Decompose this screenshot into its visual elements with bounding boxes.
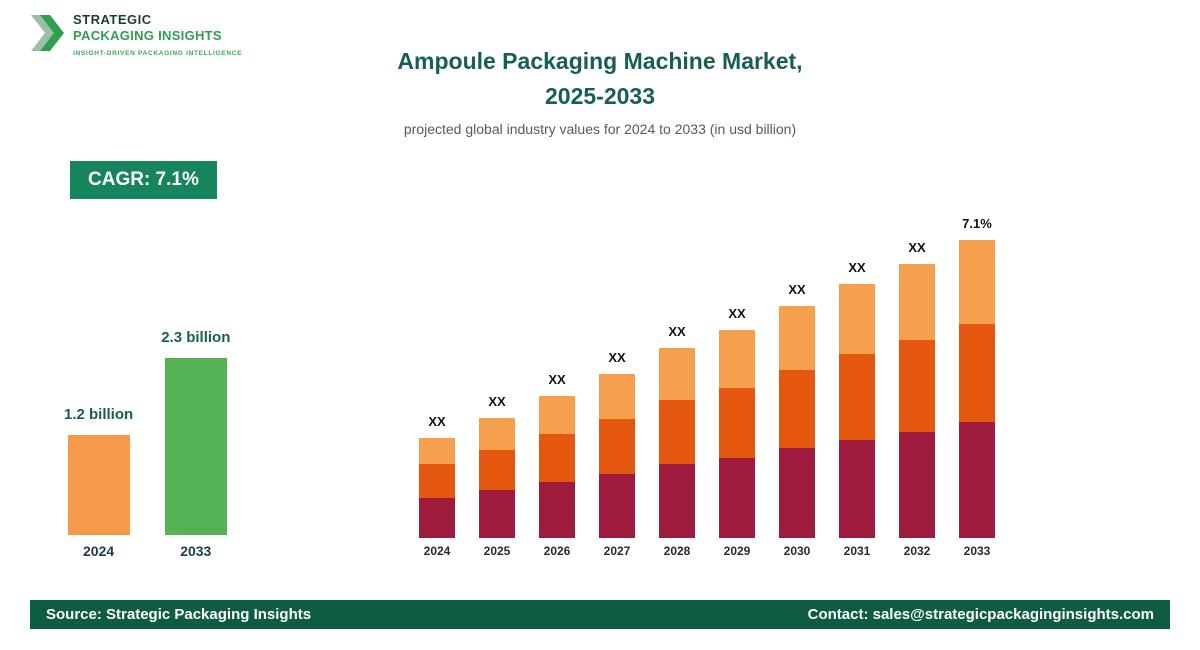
stacked-bar-2032: XX 2032 — [899, 240, 935, 558]
segment-top — [419, 438, 455, 464]
bar-stack — [839, 284, 875, 538]
segment-bottom — [599, 474, 635, 538]
segment-bottom — [899, 432, 935, 538]
bar-year-label: 2030 — [783, 544, 811, 558]
segment-middle — [839, 354, 875, 440]
segment-middle — [719, 388, 755, 458]
stacked-bar-chart: XX 2024 XX 2025 XX 2026 XX 2027 XX 2028 XX 2029 XX 20… — [419, 216, 995, 558]
bar-year-label: 2026 — [543, 544, 571, 558]
segment-middle — [779, 370, 815, 448]
stacked-bar-2024: XX 2024 — [419, 414, 455, 558]
growth-bar — [67, 435, 130, 535]
segment-bottom — [659, 464, 695, 538]
growth-bar-value-label: 1.2 billion — [64, 406, 134, 423]
segment-bottom — [419, 498, 455, 538]
logo-name-line1: STRATEGIC — [73, 12, 152, 27]
segment-top — [719, 330, 755, 388]
bar-year-label: 2032 — [903, 544, 931, 558]
company-logo-text: STRATEGIC PACKAGING INSIGHTS INSIGHT-DRI… — [73, 12, 242, 57]
segment-middle — [479, 450, 515, 490]
growth-bar-year-label: 2033 — [180, 543, 212, 559]
segment-top — [479, 418, 515, 450]
bar-value-label: XX — [788, 282, 806, 297]
bar-stack — [659, 348, 695, 538]
bar-stack — [599, 374, 635, 538]
segment-top — [779, 306, 815, 370]
stacked-bar-2029: XX 2029 — [719, 306, 755, 558]
growth-bar — [164, 358, 227, 535]
page-subtitle: projected global industry values for 202… — [403, 121, 797, 137]
segment-middle — [959, 324, 995, 422]
stacked-bar-2028: XX 2028 — [659, 324, 695, 558]
bar-value-label: XX — [668, 324, 686, 339]
segment-middle — [539, 434, 575, 482]
bar-value-label: XX — [488, 394, 506, 409]
segment-middle — [659, 400, 695, 464]
logo-tagline: INSIGHT-DRIVEN PACKAGING INTELLIGENCE — [73, 50, 243, 57]
footer-contact-text: Contact: sales@strategicpackaginginsight… — [807, 606, 1154, 623]
stacked-bar-2026: XX 2026 — [539, 372, 575, 558]
bar-stack — [719, 330, 755, 538]
bar-year-label: 2029 — [723, 544, 751, 558]
segment-top — [959, 240, 995, 324]
bar-value-label: XX — [548, 372, 566, 387]
segment-top — [539, 396, 575, 434]
bar-year-label: 2027 — [603, 544, 631, 558]
bar-year-label: 2031 — [843, 544, 871, 558]
segment-top — [899, 264, 935, 340]
segment-middle — [899, 340, 935, 432]
bar-stack — [779, 306, 815, 538]
segment-bottom — [539, 482, 575, 538]
bar-stack — [479, 418, 515, 538]
stacked-bar-2025: XX 2025 — [479, 394, 515, 558]
bar-stack — [959, 240, 995, 538]
segment-middle — [419, 464, 455, 498]
stacked-bar-2031: XX 2031 — [839, 260, 875, 558]
bar-value-label: XX — [908, 240, 926, 255]
stacked-bar-2033: 7.1% 2033 — [959, 216, 995, 558]
growth-bar-2033: 2.3 billion 2033 — [161, 329, 230, 559]
segment-top — [839, 284, 875, 354]
segment-bottom — [959, 422, 995, 538]
stacked-bar-2027: XX 2027 — [599, 350, 635, 558]
segment-bottom — [719, 458, 755, 538]
growth-bar-value-label: 2.3 billion — [161, 329, 231, 346]
bar-value-label: 7.1% — [962, 216, 992, 231]
growth-bar-year-label: 2024 — [83, 543, 115, 559]
page-title-line2: 2025-2033 — [545, 83, 655, 109]
segment-middle — [599, 419, 635, 474]
page-title-line1: Ampoule Packaging Machine Market, — [397, 48, 803, 74]
segment-top — [659, 348, 695, 400]
bar-year-label: 2033 — [963, 544, 991, 558]
growth-summary-chart: 1.2 billion 2024 2.3 billion 2033 — [64, 329, 230, 559]
growth-bar-2024: 1.2 billion 2024 — [64, 406, 133, 559]
footer-source-text: Source: Strategic Packaging Insights — [46, 606, 312, 623]
stacked-bar-2030: XX 2030 — [779, 282, 815, 558]
bar-stack — [539, 396, 575, 538]
bar-year-label: 2028 — [663, 544, 691, 558]
bar-value-label: XX — [848, 260, 866, 275]
footer-bar: Source: Strategic Packaging Insights Con… — [30, 600, 1170, 629]
segment-bottom — [479, 490, 515, 538]
cagr-badge: CAGR: 7.1% — [70, 161, 217, 199]
bar-stack — [899, 264, 935, 538]
bar-value-label: XX — [608, 350, 626, 365]
double-chevron-icon — [30, 12, 64, 59]
bar-year-label: 2025 — [483, 544, 511, 558]
logo-name-line2: PACKAGING INSIGHTS — [73, 28, 222, 43]
segment-top — [599, 374, 635, 419]
bar-year-label: 2024 — [423, 544, 451, 558]
bar-stack — [419, 438, 455, 538]
segment-bottom — [779, 448, 815, 538]
bar-value-label: XX — [728, 306, 746, 321]
segment-bottom — [839, 440, 875, 538]
bar-value-label: XX — [428, 414, 446, 429]
company-logo: STRATEGIC PACKAGING INSIGHTS INSIGHT-DRI… — [30, 12, 242, 59]
